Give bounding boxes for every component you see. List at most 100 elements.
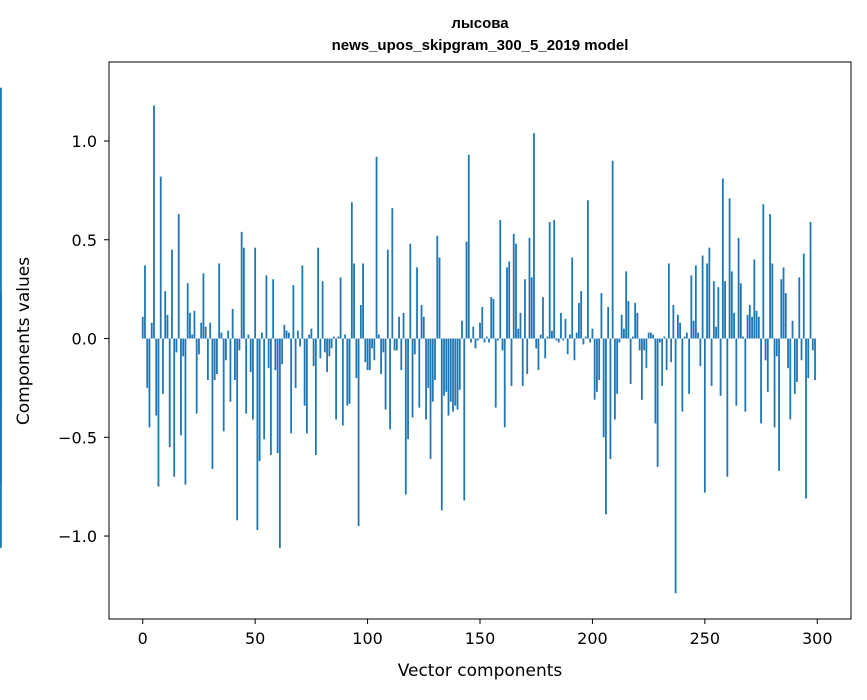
bar-104 xyxy=(375,156,378,339)
bar-67 xyxy=(292,285,295,339)
bar-165 xyxy=(512,233,515,339)
y-axis-ticks: −1.0 −0.5 0.0 0.5 1.0 xyxy=(58,132,109,546)
bar-29 xyxy=(207,338,209,380)
bar-252 xyxy=(708,247,711,339)
bar-91 xyxy=(346,338,349,406)
bar-265 xyxy=(737,237,740,339)
bar-28 xyxy=(204,326,207,339)
bar-227 xyxy=(652,334,655,339)
bar-171 xyxy=(526,338,529,375)
bar-228 xyxy=(654,338,657,424)
bar-64 xyxy=(285,330,288,339)
bar-13 xyxy=(171,249,173,339)
bar-52 xyxy=(258,338,261,461)
bar-269 xyxy=(746,314,749,339)
chart-title: лысова xyxy=(451,15,509,32)
bar-79 xyxy=(319,338,322,359)
bar-95 xyxy=(355,338,358,379)
bar-147 xyxy=(472,326,475,339)
bar-158 xyxy=(497,338,499,341)
bar-241 xyxy=(683,336,686,339)
bar-72 xyxy=(303,338,306,406)
bar-36 xyxy=(222,338,225,432)
bar-181 xyxy=(548,221,551,339)
bar-272 xyxy=(753,259,756,339)
bar-218 xyxy=(632,336,634,339)
bar-2 xyxy=(146,338,149,388)
bar-98 xyxy=(362,263,364,339)
bar-17 xyxy=(180,338,182,436)
y-axis-label: Components values xyxy=(14,257,34,425)
bar-77 xyxy=(314,338,317,456)
bar-254 xyxy=(712,281,715,339)
bar-180 xyxy=(546,336,549,339)
bar-191 xyxy=(571,257,574,339)
bar-51 xyxy=(256,338,259,531)
bar-219 xyxy=(634,302,637,339)
bar-115 xyxy=(400,338,403,371)
bar-0 xyxy=(141,316,144,339)
bar-240 xyxy=(681,338,684,412)
bar-26 xyxy=(200,322,203,339)
bar-46 xyxy=(245,338,248,414)
bar-216 xyxy=(627,301,630,339)
bar-133 xyxy=(440,338,443,511)
bar-242 xyxy=(685,332,688,339)
bar-283 xyxy=(778,338,780,471)
bar-110 xyxy=(389,338,391,430)
bar-231 xyxy=(661,338,664,386)
bar-204 xyxy=(600,293,603,339)
bar-11 xyxy=(166,314,169,339)
bar-71 xyxy=(301,265,304,339)
bar-143 xyxy=(463,338,466,501)
bar-236 xyxy=(672,304,675,339)
bar-192 xyxy=(573,338,576,361)
bar-68 xyxy=(294,338,297,388)
bar-200 xyxy=(591,328,594,339)
bar-176 xyxy=(537,338,540,371)
bar-118 xyxy=(407,338,409,440)
bar-55 xyxy=(265,275,268,339)
bar-266 xyxy=(739,283,742,339)
y-tick-label: −0.5 xyxy=(58,428,97,447)
bar-103 xyxy=(373,338,376,361)
bar-259 xyxy=(724,281,726,339)
bar-23 xyxy=(193,310,196,339)
bar-262 xyxy=(730,271,733,339)
bar-125 xyxy=(422,316,425,339)
bar-237 xyxy=(674,338,677,594)
bar-94 xyxy=(353,263,355,339)
bar-203 xyxy=(598,338,601,380)
bar-298 xyxy=(811,338,814,351)
bar-50 xyxy=(254,247,257,339)
bar-63 xyxy=(283,324,286,339)
bar-89 xyxy=(341,338,344,426)
bar-261 xyxy=(728,198,731,339)
bar-162 xyxy=(506,267,508,339)
bar-260 xyxy=(726,338,729,477)
bar-207 xyxy=(607,306,610,339)
bar-157 xyxy=(494,338,497,408)
bar-286 xyxy=(784,293,787,339)
bar-183 xyxy=(553,220,556,339)
bar-69 xyxy=(296,330,299,339)
bar-116 xyxy=(402,312,405,339)
bar-284 xyxy=(780,279,783,339)
chart-subtitle: news_upos_skipgram_300_5_2019 model xyxy=(332,37,629,54)
bar-48 xyxy=(249,338,252,373)
bar-187 xyxy=(562,338,565,341)
bar-45 xyxy=(243,247,245,339)
bar-206 xyxy=(605,338,607,515)
bar-148 xyxy=(474,338,477,349)
bar-22 xyxy=(191,334,194,339)
bar-168 xyxy=(519,312,522,339)
bar-131 xyxy=(436,235,439,339)
bar-151 xyxy=(481,306,484,339)
bar-3 xyxy=(148,338,151,428)
bar-undefined xyxy=(0,87,2,339)
bar-124 xyxy=(420,304,423,339)
bar-92 xyxy=(348,338,351,404)
y-tick-label: 0.5 xyxy=(72,231,97,250)
bar-178 xyxy=(542,297,544,339)
bar-249 xyxy=(701,255,704,339)
